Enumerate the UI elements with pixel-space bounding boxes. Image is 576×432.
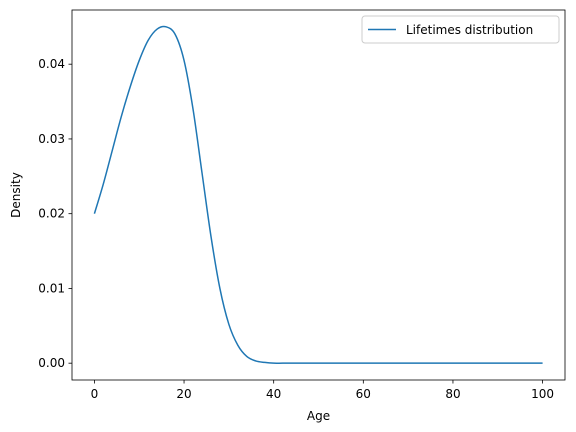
x-tick-label: 100	[531, 387, 554, 401]
y-tick-label: 0.03	[38, 132, 65, 146]
y-tick-label: 0.01	[38, 281, 65, 295]
x-tick-label: 20	[176, 387, 191, 401]
series-layer	[93, 25, 543, 364]
legend-label: Lifetimes distribution	[406, 23, 533, 37]
y-axis-ticks: 0.00 0.01 0.02 0.03 0.04	[38, 57, 72, 370]
x-axis-ticks: 0 20 40 60 80 100	[91, 380, 554, 401]
x-tick-label: 80	[445, 387, 460, 401]
plot-background	[72, 10, 565, 380]
series-line-0	[93, 25, 543, 364]
y-tick-label: 0.02	[38, 207, 65, 221]
plot-frame	[71, 9, 566, 381]
x-tick-label: 40	[266, 387, 281, 401]
legend-box	[361, 15, 560, 44]
x-axis-label: Age	[307, 409, 330, 423]
x-tick-label: 60	[356, 387, 371, 401]
x-tick-label: 0	[91, 387, 99, 401]
legend: Lifetimes distribution	[361, 15, 560, 44]
y-axis-label: Density	[9, 172, 23, 218]
y-tick-label: 0.04	[38, 57, 65, 71]
y-tick-label: 0.00	[38, 356, 65, 370]
